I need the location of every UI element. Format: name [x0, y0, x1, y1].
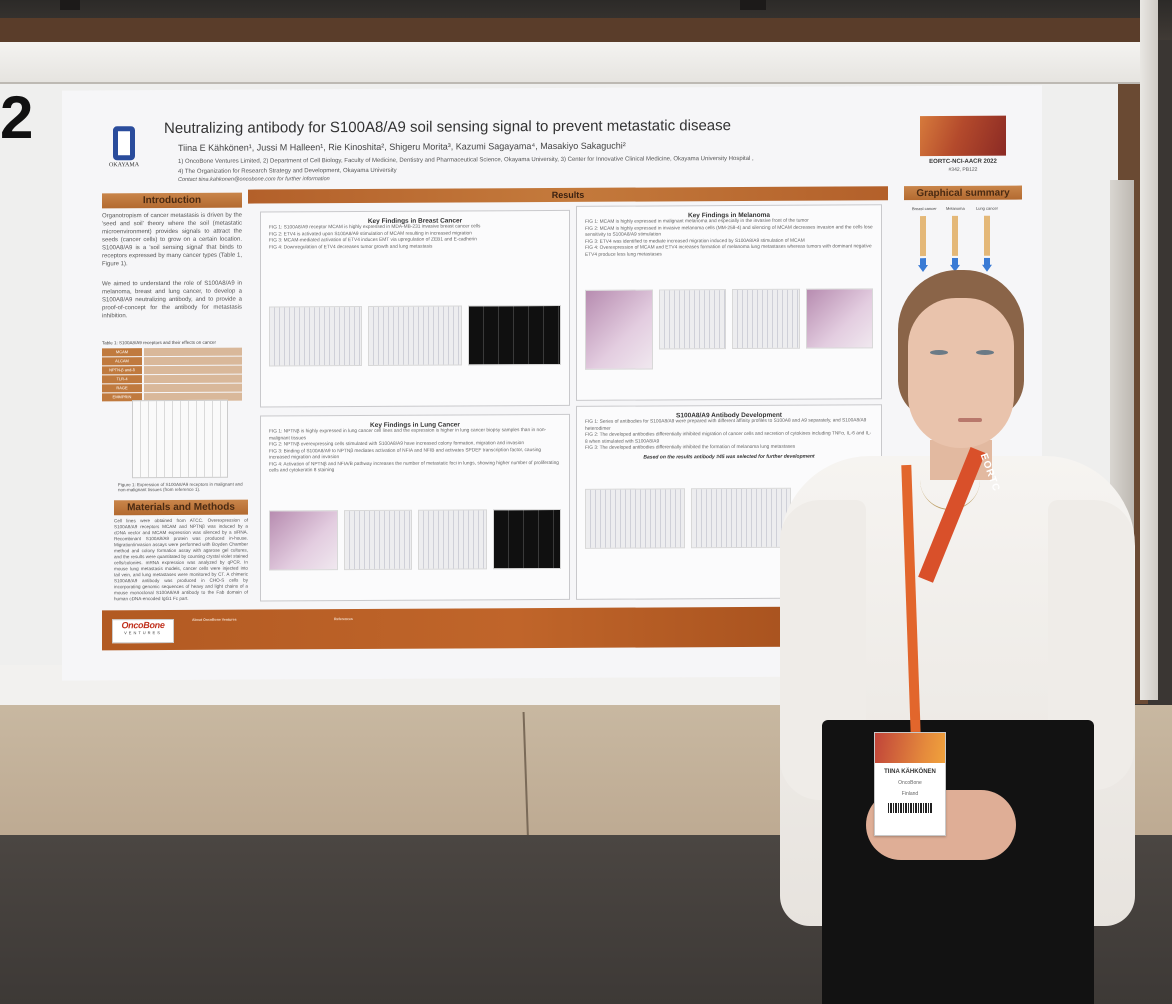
lung-fig-1-ihc	[269, 510, 338, 571]
receptor-effect	[144, 347, 242, 357]
lung-fig-4-fluorescence	[492, 508, 561, 570]
oncobone-logo-sub: VENTURES	[124, 630, 162, 636]
okayama-university-logo: OKAYAMA	[106, 126, 142, 184]
introduction-paragraph: Organotropism of cancer metastasis is dr…	[102, 212, 242, 268]
eye	[930, 350, 948, 355]
melanoma-fig-2-bar-chart	[658, 289, 726, 350]
conference-logo	[920, 115, 1006, 157]
black-skirt	[822, 720, 1094, 1004]
receptor-name: NPTN-β and-δ	[102, 366, 142, 375]
antibody-fig-1-elisa	[585, 488, 685, 549]
breast-fig-2-bar-chart	[368, 305, 462, 366]
table-row: MCAM	[102, 347, 242, 357]
poster-header: OKAYAMA Neutralizing antibody for S100A8…	[102, 106, 922, 190]
graphical-summary-figure: Breast cancer Melanoma Lung cancer	[904, 204, 1022, 275]
back-wall	[0, 18, 1150, 44]
poster-affiliations: 1) OncoBone Ventures Limited, 2) Departm…	[178, 154, 754, 177]
receptor-name: RAGE	[102, 384, 142, 393]
ceiling-light-fixture	[60, 0, 80, 10]
materials-methods-text: Cell lines were obtained from ATCC. Over…	[114, 517, 248, 602]
poster-title: Neutralizing antibody for S100A8/A9 soil…	[164, 117, 731, 138]
breast-fig-3-fluorescence	[467, 304, 561, 366]
affiliation-line: 4) The Organization for Research Strateg…	[178, 167, 397, 175]
poster-contact: Contact tiina.kahkonen@oncobone.com for …	[178, 176, 330, 183]
antibody-fig-2-migration	[691, 487, 791, 549]
poster-footer: OncoBone VENTURES About OncoBone Venture…	[102, 606, 792, 651]
badge-organization: OncoBone	[898, 780, 922, 786]
figure-1-caption: Figure 1: Expression of S100A8/A9 recept…	[118, 481, 243, 493]
receptor-name: MCAM	[102, 348, 142, 357]
panel-lung-cancer: Key Findings in Lung Cancer FIG 1: NPTNβ…	[260, 413, 570, 602]
figure-1-expression-plot	[132, 399, 228, 479]
conference-name: EORTC-NCI-AACR 2022	[929, 158, 997, 166]
receptor-name: ALCAM	[102, 357, 142, 366]
okayama-o-icon	[113, 126, 135, 161]
university-logo-text: OKAYAMA	[108, 162, 140, 169]
badge-banner	[875, 733, 945, 763]
receptor-effect	[144, 365, 242, 375]
summary-column-label: Melanoma	[946, 205, 965, 211]
receptor-icon	[952, 215, 958, 256]
eye	[976, 350, 994, 355]
panel-breast-cancer: Key Findings in Breast Cancer FIG 1: S10…	[260, 209, 570, 408]
materials-methods-heading: Materials and Methods	[114, 499, 248, 516]
table-caption: Table 1: S100A8/A9 receptors and their e…	[102, 339, 216, 346]
oncobone-logo-name: OncoBone	[121, 620, 165, 631]
badge-country: Finland	[901, 791, 919, 797]
table-row: NPTN-β and-δ	[102, 365, 242, 375]
table-row: RAGE	[102, 383, 242, 393]
finding: FIG 4: Overexpression of MCAM and ETV4 i…	[585, 244, 872, 258]
receptor-name: TLR-4	[102, 375, 142, 384]
references-heading: References	[334, 617, 353, 622]
mouth	[958, 418, 982, 422]
receptor-effect	[144, 374, 242, 384]
about-heading: About OncoBone Ventures	[192, 617, 237, 622]
results-heading: Results	[248, 186, 888, 204]
melanoma-fig-1-ihc	[585, 289, 653, 370]
receptor-table: Table 1: S100A8/A9 receptors and their e…	[102, 340, 242, 403]
barcode-icon	[888, 803, 932, 813]
badge-name: TIINA KÄHKÖNEN	[884, 769, 936, 775]
name-badge: TIINA KÄHKÖNEN OncoBone Finland	[874, 732, 946, 836]
finding: FIG 4: Activation of NPTNβ and NFIA/B pa…	[269, 460, 559, 474]
summary-column-label: Breast cancer	[912, 205, 937, 212]
table-row: ALCAM	[102, 356, 242, 366]
poster-board-top-rail	[0, 42, 1148, 84]
lung-fig-2-bar-charts	[343, 509, 412, 571]
summary-column-label: Lung cancer	[976, 205, 999, 211]
ceiling-light-fixture	[740, 0, 766, 10]
panel-figures	[585, 487, 791, 549]
abstract-id: #342, PB122	[948, 166, 978, 173]
introduction-heading: Introduction	[102, 192, 242, 209]
presenter: EORTC TIINA KÄHKÖNEN OncoBone Finland	[780, 270, 1140, 1004]
panel-figures	[269, 508, 561, 571]
receptor-effect	[144, 383, 242, 393]
introduction-aim: We aimed to understand the role of S100A…	[102, 280, 242, 320]
table-row: TLR-4	[102, 374, 242, 384]
poster-authors: Tiina E Kähkönen¹, Jussi M Halleen¹, Rie…	[178, 140, 626, 153]
panel-figures	[269, 304, 561, 367]
receptor-effect	[144, 356, 242, 366]
face	[908, 298, 1014, 448]
breast-fig-1-bar-charts	[269, 305, 363, 367]
board-number: 2	[0, 84, 34, 151]
board-frame-post	[1140, 0, 1158, 700]
lung-fig-3-bar-charts	[418, 509, 487, 570]
graphical-summary-heading: Graphical summary	[904, 185, 1022, 201]
receptor-icon	[984, 215, 990, 256]
finding: FIG 4: Downregulation of ETV4 decreases …	[269, 244, 433, 250]
receptor-icon	[920, 216, 926, 257]
oncobone-logo: OncoBone VENTURES	[112, 618, 174, 644]
